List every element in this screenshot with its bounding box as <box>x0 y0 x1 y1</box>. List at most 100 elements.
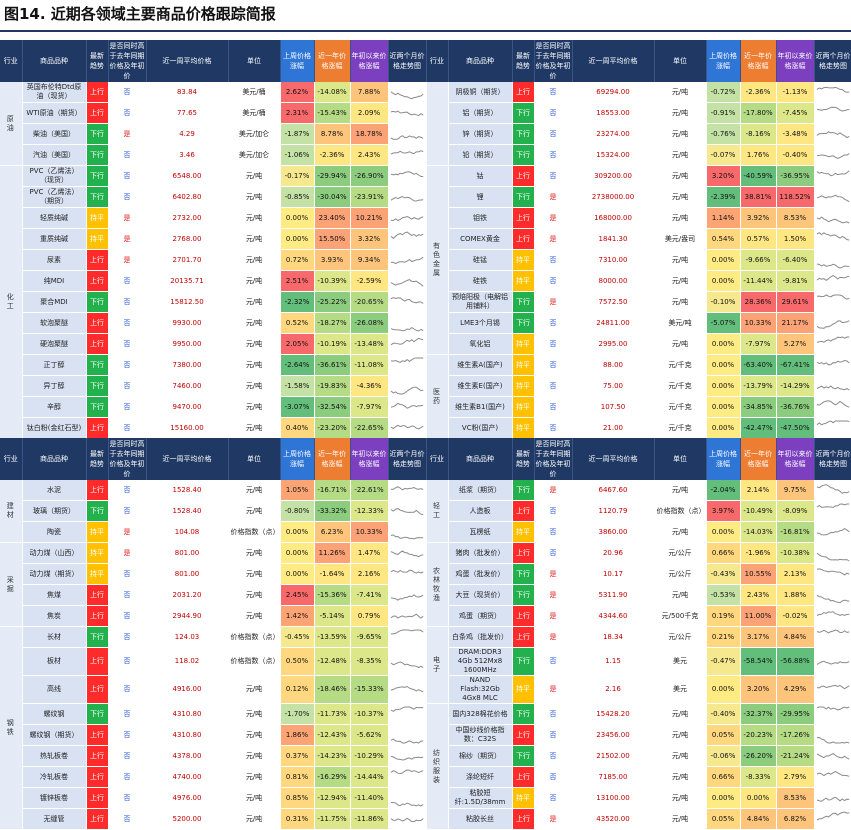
table-row: 螺纹钢 下行否 4310.80 元/吨 -1.70% -11.73% -10.37% 纺织服装… <box>0 703 851 830</box>
ytd-change: 2.43% <box>350 144 389 166</box>
commodity-name: 板材 <box>22 647 87 676</box>
commodity-name: 白条鸡（批发价） <box>448 626 513 648</box>
sparkline-icon <box>816 130 849 138</box>
commodity-name: 涤纶短纤 <box>448 766 513 788</box>
sparkline-icon <box>390 90 424 99</box>
yoy-flag: 否 <box>108 165 147 187</box>
sparkline-cell <box>388 808 427 830</box>
price-unit: 元/吨 <box>228 605 281 627</box>
weekly-avg-price: 5200.00 <box>146 808 229 830</box>
sparkline-icon <box>816 86 849 93</box>
yoy-flag: 否 <box>534 82 573 103</box>
sparkline-cell <box>814 186 851 208</box>
trend-badge: 持平 <box>512 375 535 397</box>
weekly-avg-price: 1841.30 <box>572 228 655 250</box>
price-unit: 元/吨 <box>228 291 281 313</box>
weekly-change: 0.00% <box>706 787 741 809</box>
ytd-change: -7.97% <box>350 396 389 418</box>
commodity-name: 锂 <box>448 186 513 208</box>
sparkline-icon <box>390 533 423 539</box>
price-unit: 元/吨 <box>654 207 707 229</box>
trend-badge: 下行 <box>86 186 109 208</box>
yoy-flag: 否 <box>108 354 147 376</box>
ytd-change: 10.33% <box>350 521 389 543</box>
page-title: 图14. 近期各领域主要商品价格跟踪简报 <box>4 5 276 23</box>
weekly-change: 0.00% <box>706 354 741 376</box>
sparkline-icon <box>816 684 849 690</box>
sparkline-cell <box>388 417 427 439</box>
commodity-name: 冷轧板卷 <box>22 766 87 788</box>
commodity-name: 锌（期货） <box>448 123 513 145</box>
commodity-name: 氧化铝 <box>448 333 513 355</box>
price-unit: 元/吨 <box>228 396 281 418</box>
ytd-change: 9.34% <box>350 249 389 271</box>
trend-badge: 上行 <box>512 808 535 830</box>
yearly-change: -5.14% <box>314 605 351 627</box>
column-header: 上周价格涨幅 <box>280 438 315 480</box>
yoy-flag: 否 <box>108 563 147 585</box>
sparkline-cell <box>814 480 851 501</box>
column-header: 近两个月价格走势图 <box>814 438 851 480</box>
weekly-change: 0.00% <box>706 375 741 397</box>
trend-badge: 持平 <box>86 563 109 585</box>
trend-badge: 上行 <box>86 333 109 355</box>
sparkline-cell <box>814 647 851 676</box>
weekly-avg-price: 1.15 <box>572 647 655 676</box>
weekly-change: -1.06% <box>280 144 315 166</box>
yearly-change: 1.76% <box>740 144 777 166</box>
sparkline-icon <box>390 569 423 574</box>
sparkline-cell <box>388 144 427 166</box>
ytd-change: -22.61% <box>350 480 389 501</box>
sparkline-icon <box>816 152 849 159</box>
trend-badge: 下行 <box>512 291 535 313</box>
commodity-name: 正丁醇 <box>22 354 87 376</box>
commodity-name: 猪肉（批发价） <box>448 542 513 564</box>
trend-badge: 上行 <box>86 647 109 676</box>
commodity-name: 铅（期货） <box>448 144 513 166</box>
commodity-name: 螺纹钢 <box>22 703 87 725</box>
sparkline-icon <box>816 231 849 241</box>
price-unit: 元/吨 <box>228 766 281 788</box>
yoy-flag: 否 <box>534 500 573 522</box>
title-rule <box>0 30 851 32</box>
trend-badge: 上行 <box>86 270 109 292</box>
price-unit: 元/吨 <box>654 249 707 271</box>
ytd-change: -26.90% <box>350 165 389 187</box>
commodity-name: 动力煤（期货） <box>22 563 87 585</box>
commodity-name: 陶瓷 <box>22 521 87 543</box>
sparkline-cell <box>388 563 427 585</box>
weekly-avg-price: 4310.80 <box>146 724 229 746</box>
commodity-name: PVC（乙烯法）（期货） <box>22 186 87 208</box>
yearly-change: -32.54% <box>314 396 351 418</box>
yoy-flag: 是 <box>534 207 573 229</box>
weekly-change: 0.66% <box>706 766 741 788</box>
yearly-change: -29.94% <box>314 165 351 187</box>
commodity-name: 重质纯碱 <box>22 228 87 250</box>
column-header: 是否同时高于去年同期价格及年初价 <box>534 40 573 82</box>
ytd-change: -3.48% <box>776 123 815 145</box>
sparkline-icon <box>816 552 849 561</box>
trend-badge: 持平 <box>86 542 109 564</box>
column-header: 最新趋势 <box>512 438 535 480</box>
yoy-flag: 否 <box>534 354 573 376</box>
price-unit: 元/吨 <box>654 102 707 124</box>
ytd-change: -8.09% <box>776 500 815 522</box>
commodity-name: 鸡蛋（批发价） <box>448 563 513 585</box>
trend-badge: 上行 <box>512 82 535 103</box>
price-unit: 元/吨 <box>228 500 281 522</box>
weekly-change: 0.50% <box>280 647 315 676</box>
price-unit: 价格指数（点） <box>228 647 281 676</box>
ytd-change: -20.65% <box>350 291 389 313</box>
sparkline-cell <box>388 375 427 397</box>
table-row: 异丁醇 下行否 7460.00 元/吨 -1.58% -19.83% -4.36% 维生素E(… <box>0 375 851 397</box>
sparkline-icon <box>390 278 424 287</box>
table-row: 焦煤 上行否 2031.20 元/吨 2.45% -15.36% -7.41% 大豆（现货价）… <box>0 584 851 606</box>
column-header: 年初以来价格涨幅 <box>776 438 815 480</box>
price-unit: 元/吨 <box>228 207 281 229</box>
weekly-change: 0.00% <box>706 521 741 543</box>
sparkline-icon <box>390 661 423 669</box>
table-row: 动力煤（期货） 持平否 801.00 元/吨 0.00% -1.64% 2.16% 鸡蛋（批发… <box>0 563 851 585</box>
table-row: 纯MDI 上行否 20135.71 元/吨 2.51% -10.39% -2.59% 硅铁 持平… <box>0 270 851 292</box>
sparkline-cell <box>814 207 851 229</box>
yoy-flag: 是 <box>534 186 573 208</box>
